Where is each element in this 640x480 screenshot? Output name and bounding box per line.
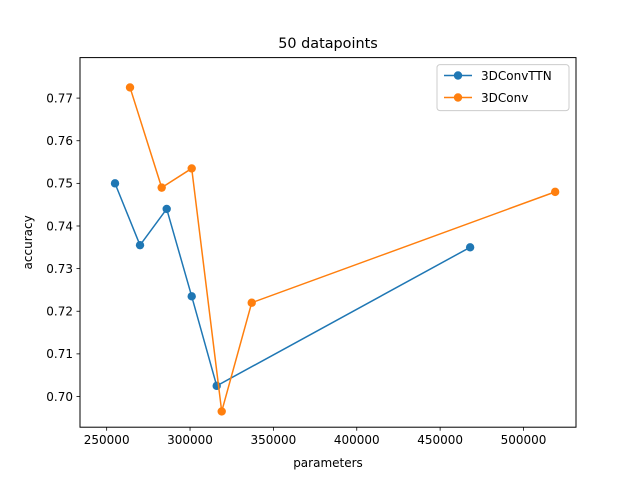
y-tick-label: 0.72 [46,305,73,319]
y-tick-label: 0.77 [46,91,73,105]
y-tick-label: 0.73 [46,262,73,276]
x-tick-label: 300000 [167,433,213,447]
y-tick-label: 0.70 [46,390,73,404]
legend: 3DConvTTN 3DConv [436,64,570,112]
y-axis-label: accuracy [21,215,35,269]
data-point-3dconvttn [465,243,475,252]
data-point-3dconv [217,407,226,416]
data-point-3dconvttn [162,204,171,214]
x-tick-label: 350000 [250,433,296,447]
data-point-3dconvttn [110,179,120,188]
x-tick-label: 450000 [417,433,463,447]
y-tick-label: 0.74 [46,219,73,233]
data-point-3dconvttn [135,240,145,250]
series-layer [110,83,560,416]
data-point-3dconv [247,298,256,307]
x-axis-label: parameters [293,456,363,470]
series-line-3dconvttn [114,183,471,387]
data-point-3dconv [187,164,196,173]
x-tick-label: 400000 [334,433,380,447]
plot-frame [79,57,577,428]
chart-title: 50 datapoints [278,36,378,52]
series-line-3dconv [129,87,556,413]
legend-label-3dconv: 3DConv [481,91,528,105]
y-tick-label: 0.75 [46,177,73,191]
data-point-3dconv [125,83,135,92]
data-point-3dconv [550,187,560,197]
y-tick-label: 0.76 [46,134,73,148]
x-tick-label: 500000 [501,433,547,447]
data-point-3dconv [157,183,166,192]
y-tick-label: 0.71 [46,347,73,361]
ticks-layer: 250000 300000 350000 400000 450000 500000 0.70… [46,91,546,447]
x-tick-label: 250000 [84,433,130,447]
legend-label-3dconvttn: 3DConvTTN [481,69,552,83]
legend-marker-3dconvttn [453,71,463,80]
legend-marker-3dconv [453,93,463,102]
data-point-3dconvttn [187,292,196,301]
